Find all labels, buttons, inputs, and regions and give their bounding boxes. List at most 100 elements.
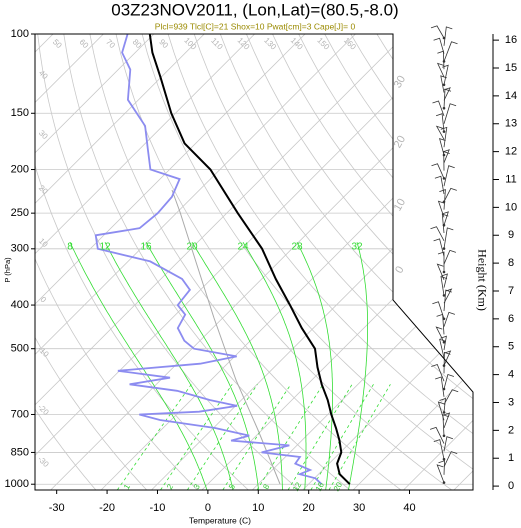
y2-tick-label: 8 bbox=[508, 257, 514, 269]
wind-barb-dot bbox=[442, 83, 446, 87]
wind-barb bbox=[443, 103, 457, 124]
chart-subtitle: Plcl=939 Tlcl[C]=21 Shox=10 Pwat[cm]=3 C… bbox=[155, 21, 356, 31]
x-tick-label: 20 bbox=[303, 502, 315, 514]
y-tick-label: 400 bbox=[11, 299, 29, 311]
moist-adiabat-label: 20 bbox=[186, 242, 198, 253]
temperature-line bbox=[148, 34, 351, 485]
x-tick-label: 0 bbox=[205, 502, 211, 514]
isotherm bbox=[352, 34, 473, 490]
mixing-ratio-label: 1 bbox=[122, 482, 132, 491]
wind-barb-dot bbox=[442, 130, 446, 133]
isotherm bbox=[35, 34, 255, 490]
y-tick-label: 150 bbox=[11, 107, 29, 119]
wind-barb bbox=[443, 41, 458, 62]
x-tick-label: -10 bbox=[150, 502, 166, 514]
y2-tick-label: 12 bbox=[505, 146, 517, 158]
wind-barb bbox=[429, 426, 445, 444]
y2-tick-label: 1 bbox=[508, 452, 514, 464]
isotherm bbox=[100, 34, 473, 490]
moist-adiabat bbox=[145, 242, 259, 490]
wind-barb-dot bbox=[442, 434, 446, 438]
y2-tick-label: 3 bbox=[508, 396, 514, 408]
wind-barb bbox=[433, 439, 445, 460]
wind-barb bbox=[443, 187, 457, 202]
dry-adiabat-label: 0 bbox=[39, 295, 49, 305]
x-tick-label: 10 bbox=[252, 502, 264, 514]
dry-adiabat bbox=[63, 34, 355, 490]
moist-adiabat-label: 28 bbox=[291, 242, 303, 253]
wind-barb-dot bbox=[442, 294, 446, 297]
wind-barb-dot bbox=[442, 270, 446, 274]
wind-barb bbox=[439, 338, 446, 358]
wind-barb-dot bbox=[442, 340, 446, 344]
y2-tick-label: 9 bbox=[508, 229, 514, 241]
y2-tick-label: 2 bbox=[508, 424, 514, 436]
x-tick-label: -30 bbox=[49, 502, 65, 514]
y2-axis-label: Height (Km) bbox=[475, 249, 489, 311]
wind-barb-dot bbox=[442, 411, 446, 414]
mixing-ratio-line bbox=[287, 384, 353, 490]
wind-barb bbox=[435, 125, 445, 140]
mixing-ratio-line bbox=[186, 384, 258, 490]
y2-tick-label: 13 bbox=[505, 118, 517, 130]
y-tick-label: 250 bbox=[11, 207, 29, 219]
wind-barb-dot bbox=[442, 247, 446, 250]
x-tick-label: 30 bbox=[353, 502, 365, 514]
y2-tick-label: 7 bbox=[508, 285, 514, 297]
dry-adiabat bbox=[35, 34, 100, 490]
dry-adiabat bbox=[35, 34, 151, 490]
isotherm bbox=[252, 34, 473, 490]
y-tick-label: 200 bbox=[11, 163, 29, 175]
wind-barb bbox=[437, 251, 445, 272]
moist-label: 10 bbox=[392, 197, 409, 214]
parcel-path bbox=[171, 189, 281, 485]
wind-barb bbox=[435, 376, 445, 397]
mixing-ratio-line bbox=[310, 384, 374, 490]
mixing-ratio-line bbox=[256, 384, 324, 490]
mixing-ratio-line bbox=[160, 384, 233, 490]
wind-barb-dot bbox=[442, 457, 446, 461]
wind-barb bbox=[435, 113, 445, 132]
y-tick-label: 300 bbox=[11, 243, 29, 255]
wind-barb bbox=[442, 211, 449, 226]
y2-tick-label: 11 bbox=[505, 173, 516, 185]
moist-adiabat bbox=[191, 241, 283, 490]
x-tick-label: -20 bbox=[99, 502, 115, 514]
wind-barb bbox=[436, 263, 445, 280]
dry-adiabat bbox=[167, 34, 473, 490]
x-tick-label: 40 bbox=[403, 502, 415, 514]
mixing-ratio-label: 3 bbox=[192, 482, 202, 491]
isotherm bbox=[151, 34, 473, 490]
moist-adiabat bbox=[242, 241, 307, 490]
moist-label: 30 bbox=[392, 74, 409, 91]
y2-tick-label: 4 bbox=[508, 369, 514, 381]
wind-barb bbox=[431, 163, 445, 179]
plot-area bbox=[35, 34, 473, 490]
dewpoint-line bbox=[94, 34, 323, 485]
wind-barb bbox=[440, 335, 447, 351]
moist-adiabat-label: 16 bbox=[140, 242, 152, 253]
chart-title: 03Z23NOV2011, (Lon,Lat)=(80.5,-8.0) bbox=[111, 0, 398, 19]
moist-label: 20 bbox=[392, 134, 409, 151]
wind-barb bbox=[432, 301, 445, 319]
dry-adiabat bbox=[193, 34, 473, 490]
moist-adiabat-label: 12 bbox=[99, 242, 111, 253]
isotherm bbox=[302, 34, 473, 490]
wind-barb bbox=[441, 273, 448, 288]
mixing-ratio-label: 8 bbox=[261, 482, 271, 491]
wind-barb bbox=[437, 50, 445, 70]
y2-tick-label: 15 bbox=[505, 62, 517, 74]
wind-barb bbox=[436, 313, 445, 335]
moist-adiabat-label: 32 bbox=[351, 242, 363, 253]
wind-barb bbox=[443, 451, 458, 468]
wind-barb bbox=[443, 227, 454, 249]
wind-barb bbox=[443, 87, 451, 101]
moist-adiabat bbox=[296, 242, 333, 490]
y-tick-label: 850 bbox=[11, 446, 29, 458]
mixing-ratio-label: 5 bbox=[227, 482, 237, 491]
y2-tick-label: 16 bbox=[505, 34, 517, 46]
wind-barb-dot bbox=[442, 106, 446, 110]
wind-barb-dot bbox=[442, 177, 446, 180]
